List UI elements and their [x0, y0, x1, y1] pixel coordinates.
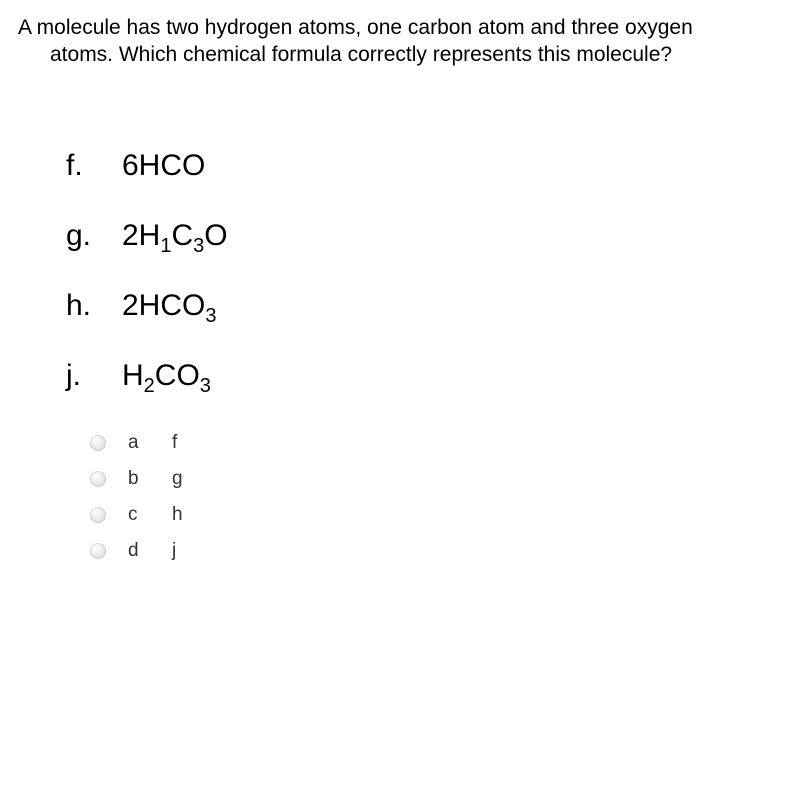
formula-part: H [122, 359, 144, 392]
formula-part: 2HCO [122, 289, 205, 322]
formula-part: 2H [122, 219, 160, 252]
option-h: h. 2HCO3 [66, 289, 782, 323]
radio-label-left: d [128, 540, 172, 562]
radio-icon [90, 471, 106, 487]
radio-icon [90, 543, 106, 559]
radio-label-left: a [128, 432, 172, 454]
option-letter: j. [66, 359, 122, 393]
radio-label-right: g [172, 468, 183, 490]
radio-label-right: f [172, 432, 177, 454]
radio-label-right: h [172, 504, 183, 526]
option-f: f. 6HCO [66, 149, 782, 183]
formula-sub: 1 [160, 235, 171, 257]
formula-part: CO [155, 359, 200, 392]
radio-option-d[interactable]: d j [90, 537, 782, 565]
answer-radio-group: a f b g c h d j [18, 429, 782, 565]
options-list: f. 6HCO g. 2H1C3O h. 2HCO3 j. H2CO3 [18, 149, 782, 393]
question-line-2: atoms. Which chemical formula correctly … [18, 41, 782, 68]
option-j: j. H2CO3 [66, 359, 782, 393]
radio-icon [90, 507, 106, 523]
question-line-1: A molecule has two hydrogen atoms, one c… [18, 14, 782, 41]
question-text: A molecule has two hydrogen atoms, one c… [18, 14, 782, 69]
option-g: g. 2H1C3O [66, 219, 782, 253]
radio-label-right: j [172, 540, 176, 562]
option-letter: g. [66, 219, 122, 253]
radio-option-c[interactable]: c h [90, 501, 782, 529]
radio-icon [90, 435, 106, 451]
radio-label-left: c [128, 504, 172, 526]
formula-part: C [171, 219, 193, 252]
formula-sub: 3 [205, 305, 216, 327]
radio-option-b[interactable]: b g [90, 465, 782, 493]
option-formula: 2H1C3O [122, 219, 228, 253]
formula-part: 6HCO [122, 149, 205, 182]
option-formula: 6HCO [122, 149, 205, 183]
page-container: A molecule has two hydrogen atoms, one c… [0, 0, 800, 565]
formula-sub: 2 [144, 375, 155, 397]
radio-option-a[interactable]: a f [90, 429, 782, 457]
formula-sub: 3 [200, 375, 211, 397]
option-letter: h. [66, 289, 122, 323]
option-formula: H2CO3 [122, 359, 211, 393]
option-letter: f. [66, 149, 122, 183]
option-formula: 2HCO3 [122, 289, 216, 323]
formula-part: O [204, 219, 227, 252]
formula-sub: 3 [193, 235, 204, 257]
radio-label-left: b [128, 468, 172, 490]
